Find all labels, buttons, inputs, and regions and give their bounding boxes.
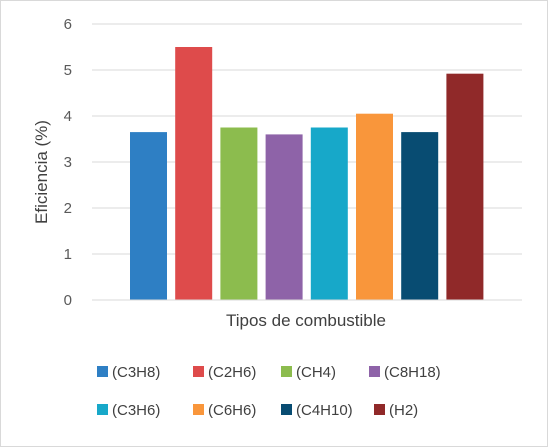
bars bbox=[130, 47, 484, 301]
legend-item: (C6H6) bbox=[193, 402, 256, 419]
legend-label: (H2) bbox=[389, 402, 418, 419]
legend-label: (C6H6) bbox=[208, 402, 256, 419]
y-tick-label: 3 bbox=[64, 154, 72, 171]
legend-item: (C8H18) bbox=[369, 364, 441, 381]
legend-item: (C3H8) bbox=[97, 364, 160, 381]
bar-c4h10 bbox=[401, 132, 439, 300]
legend-swatch bbox=[281, 404, 292, 415]
bar-c8h18 bbox=[265, 134, 303, 300]
y-tick-label: 5 bbox=[64, 62, 72, 79]
legend-label: (C8H18) bbox=[384, 364, 441, 381]
legend-item: (C4H10) bbox=[281, 402, 353, 419]
legend-swatch bbox=[193, 404, 204, 415]
legend-swatch bbox=[281, 366, 292, 377]
bar-c6h6 bbox=[356, 113, 393, 300]
y-axis-title: Eficiencia (%) bbox=[32, 120, 51, 224]
bar-c3h8 bbox=[130, 132, 167, 300]
y-tick-label: 6 bbox=[64, 16, 72, 33]
y-axis-ticks: 0 1 2 3 4 5 6 bbox=[64, 16, 72, 309]
legend-swatch bbox=[97, 366, 108, 377]
bar-ch4 bbox=[220, 127, 258, 300]
legend-swatch bbox=[193, 366, 204, 377]
legend-item: (C3H6) bbox=[97, 402, 160, 419]
legend-item: (C2H6) bbox=[193, 364, 256, 381]
legend-item: (H2) bbox=[374, 402, 418, 419]
bar-c3h6 bbox=[310, 127, 348, 300]
legend-label: (C3H8) bbox=[112, 364, 160, 381]
y-tick-label: 1 bbox=[64, 246, 72, 263]
legend-label: (C4H10) bbox=[296, 402, 353, 419]
y-tick-label: 0 bbox=[64, 292, 72, 309]
y-tick-label: 4 bbox=[64, 108, 72, 125]
legend-item: (CH4) bbox=[281, 364, 336, 381]
bar-h2 bbox=[446, 73, 484, 301]
legend-label: (C2H6) bbox=[208, 364, 256, 381]
x-axis-title: Tipos de combustible bbox=[226, 311, 386, 330]
legend: (C3H8) (C2H6) (CH4) (C8H18) (C3H6) (C6H6) (C4H… bbox=[97, 364, 441, 419]
legend-swatch bbox=[369, 366, 380, 377]
legend-label: (C3H6) bbox=[112, 402, 160, 419]
legend-label: (CH4) bbox=[296, 364, 336, 381]
legend-swatch bbox=[97, 404, 108, 415]
bar-c2h6 bbox=[175, 47, 213, 300]
legend-swatch bbox=[374, 404, 385, 415]
y-tick-label: 2 bbox=[64, 200, 72, 217]
